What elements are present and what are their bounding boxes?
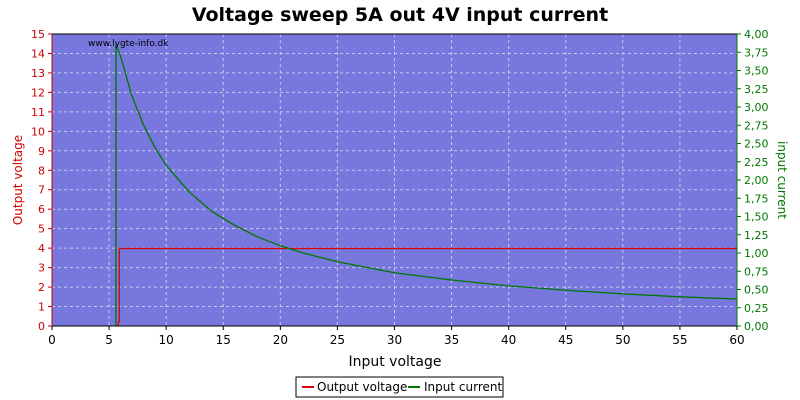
right-tick-label: 2,25 (744, 156, 769, 169)
right-tick-label: 2,50 (744, 138, 769, 151)
left-tick-label: 11 (31, 106, 45, 119)
right-tick-label: 4,00 (744, 28, 769, 41)
left-tick-label: 14 (31, 47, 45, 60)
right-tick-label: 0,25 (744, 302, 769, 315)
legend-label-input-current: Input current (424, 380, 502, 394)
right-tick-label: 0,00 (744, 320, 769, 333)
legend-box (295, 376, 504, 398)
series-line-output-voltage (117, 247, 737, 326)
y-axis-title-left: Output voltage (11, 135, 25, 225)
x-tick-label: 20 (273, 333, 288, 347)
watermark: www.lygte-info.dk (88, 39, 169, 49)
chart-title: Voltage sweep 5A out 4V input current (192, 4, 608, 26)
right-tick-label: 2,00 (744, 174, 769, 187)
left-tick-label: 10 (31, 125, 45, 138)
left-tick-label: 2 (38, 281, 45, 294)
right-tick-label: 3,00 (744, 101, 769, 114)
series-layer (115, 44, 738, 326)
left-tick-label: 9 (38, 145, 45, 158)
x-tick-label: 45 (558, 333, 573, 347)
right-tick-label: 3,75 (744, 46, 769, 59)
left-tick-label: 13 (31, 67, 45, 80)
x-tick-label: 5 (105, 333, 113, 347)
x-tick-label: 35 (444, 333, 459, 347)
x-tick-label: 30 (387, 333, 402, 347)
x-tick-label: 50 (615, 333, 630, 347)
left-tick-label: 3 (38, 262, 45, 275)
right-tick-label: 3,50 (744, 65, 769, 78)
left-tick-label: 15 (31, 28, 45, 41)
left-tick-label: 5 (38, 223, 45, 236)
right-tick-label: 0,75 (744, 265, 769, 278)
right-tick-label: 3,25 (744, 83, 769, 96)
x-tick-label: 40 (501, 333, 516, 347)
left-tick-label: 4 (38, 242, 45, 255)
x-tick-label: 25 (330, 333, 345, 347)
x-axis: 0 5 10 15 20 25 30 35 40 45 50 55 60 (48, 326, 745, 347)
series-line-input-current (115, 44, 738, 326)
left-tick-label: 8 (38, 164, 45, 177)
x-axis-title: Input voltage (348, 354, 441, 370)
left-tick-label: 12 (31, 86, 45, 99)
x-tick-label: 60 (729, 333, 744, 347)
right-tick-label: 1,75 (744, 192, 769, 205)
right-tick-label: 0,50 (744, 284, 769, 297)
right-tick-label: 2,75 (744, 119, 769, 132)
left-tick-label: 1 (38, 301, 45, 314)
x-tick-label: 10 (159, 333, 174, 347)
y-axis-title-right: input current (775, 141, 789, 219)
x-tick-label: 0 (48, 333, 56, 347)
x-tick-label: 15 (216, 333, 231, 347)
left-tick-label: 6 (38, 203, 45, 216)
x-tick-label: 55 (672, 333, 687, 347)
legend: Output voltage Input current (295, 376, 504, 398)
right-axis: 0,00 0,25 0,50 0,75 1,00 1,25 1,50 1,75 2,00 2,25… (736, 28, 769, 333)
left-tick-label: 0 (38, 320, 45, 333)
right-tick-label: 1,25 (744, 229, 769, 242)
right-tick-label: 1,50 (744, 211, 769, 224)
legend-label-output-voltage: Output voltage (317, 380, 407, 394)
left-tick-label: 7 (38, 184, 45, 197)
right-tick-label: 1,00 (744, 247, 769, 260)
